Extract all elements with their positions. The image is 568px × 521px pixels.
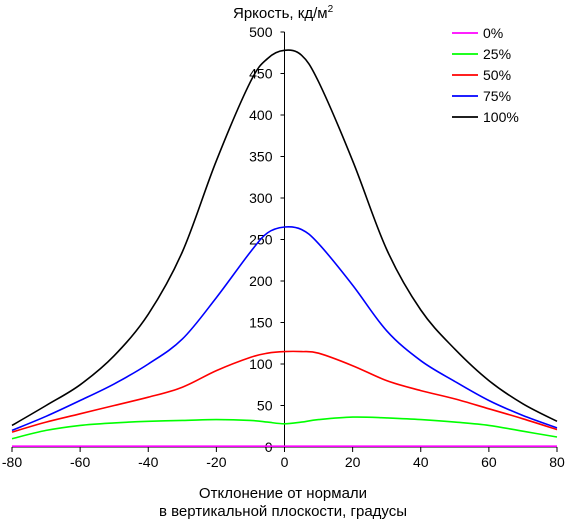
legend-label: 75% — [483, 88, 511, 104]
y-tick-label: 50 — [257, 398, 273, 414]
x-axis-title-line1: Отклонение от нормали — [199, 485, 367, 502]
y-tick-label: 200 — [249, 273, 273, 289]
series-line-25pct — [11, 416, 558, 440]
y-axis-title-main: Яркость, кд/м — [233, 5, 328, 22]
x-tick-label: 60 — [481, 454, 497, 470]
series-lines — [11, 49, 558, 448]
y-axis-title-superscript: 2 — [328, 4, 334, 15]
series-line-75pct — [11, 226, 558, 432]
legend-label: 25% — [483, 46, 511, 62]
x-tick-label: -40 — [138, 454, 158, 470]
y-tick-label: 450 — [249, 66, 273, 82]
axes: -80 -60 -40 -20 0 20 40 60 800501001502002503003… — [2, 24, 565, 470]
y-tick-label: 300 — [249, 190, 273, 206]
series-line-100pct — [11, 49, 558, 427]
x-tick-label: 20 — [345, 454, 361, 470]
x-tick-label: 0 — [281, 454, 289, 470]
y-tick-label: 350 — [249, 149, 273, 165]
series-line-50pct — [11, 350, 558, 433]
x-tick-label: 40 — [413, 454, 429, 470]
x-tick-label: -20 — [206, 454, 226, 470]
y-axis-title: Яркость, кд/м2 — [233, 4, 334, 22]
y-tick-label: 400 — [249, 107, 273, 123]
legend: 0% 25% 50% 75% 100% — [452, 25, 519, 125]
x-tick-label: 80 — [549, 454, 565, 470]
legend-label: 0% — [483, 25, 503, 41]
x-tick-label: -80 — [2, 454, 22, 470]
x-tick-label: -60 — [70, 454, 90, 470]
y-tick-label: 100 — [249, 356, 273, 372]
legend-label: 100% — [483, 109, 519, 125]
y-tick-label: 500 — [249, 24, 273, 40]
x-axis-title-line2: в вертикальной плоскости, градусы — [159, 503, 407, 520]
y-tick-label: 150 — [249, 315, 273, 331]
legend-label: 50% — [483, 67, 511, 83]
